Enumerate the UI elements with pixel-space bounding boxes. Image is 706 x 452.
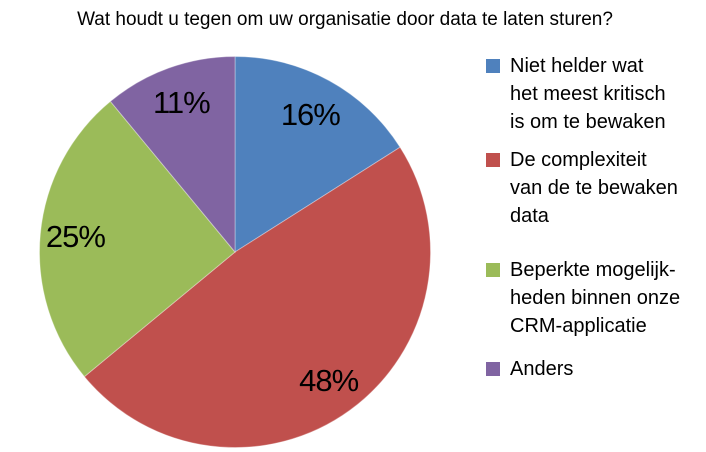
slice-label-2: 48% (299, 362, 359, 398)
legend-item-1: Niet helder wat het meest kritisch is om t… (486, 52, 666, 136)
legend-item-label: het meest kritisch (510, 83, 666, 105)
slice-label-4: 11% (152, 85, 211, 120)
legend-color-swatch-icon (486, 263, 500, 277)
slice-label-1: 16% (280, 96, 341, 132)
pie-slice-4 (109, 56, 236, 254)
legend-item-label: Niet helder wat (510, 55, 644, 77)
chart-title: Wat houdt u tegen om uw organisatie door… (77, 9, 613, 30)
legend-color-swatch-icon (486, 362, 500, 376)
legend-item-2: De complexiteit van de te bewaken data (486, 146, 678, 230)
legend-item-label: Beperkte mogelijk- (510, 259, 676, 281)
legend-item-label: is om te bewaken (510, 111, 666, 133)
legend-item-label: Anders (510, 358, 574, 380)
legend-color-swatch-icon (486, 59, 500, 73)
slice-label-3: 25% (45, 218, 106, 254)
legend-item-label: heden binnen onze (510, 287, 681, 309)
legend-item-label: van de te bewaken (510, 177, 678, 199)
pie-slice-2 (83, 146, 431, 448)
legend-item-label: De complexiteit (510, 149, 647, 171)
pie-slice-1 (234, 56, 401, 253)
legend-item-label: CRM-applicatie (510, 315, 647, 337)
legend-item-3: Beperkte mogelijk-heden binnen onze CRM-a… (486, 256, 680, 340)
legend-color-swatch-icon (486, 153, 500, 167)
pie-chart (39, 56, 431, 448)
pie-slice-3 (39, 100, 236, 378)
legend-item-4: Anders (486, 355, 573, 383)
legend-item-label: data (510, 205, 549, 227)
legend: Niet helder wat het meest kritisch is om t… (486, 0, 706, 452)
